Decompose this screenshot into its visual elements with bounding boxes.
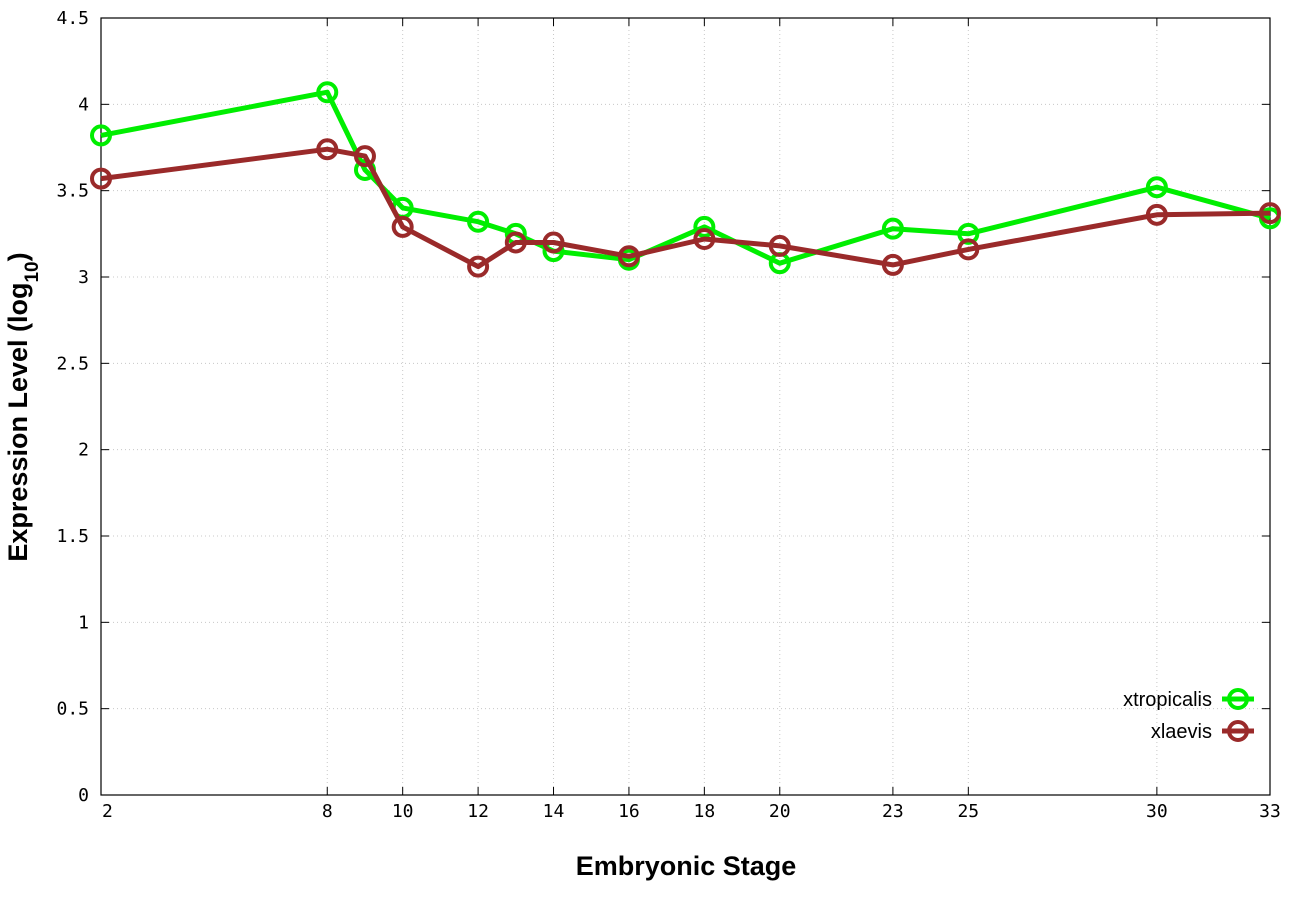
data-point (957, 222, 980, 245)
y-tick-label: 1.5 (56, 526, 89, 547)
data-point (316, 81, 339, 104)
data-point (881, 217, 904, 240)
x-axis-title: Embryonic Stage (576, 851, 797, 881)
y-axis-ticks: 0 0.5 1 1.5 2 2.5 3 3.5 4 4.5 (56, 8, 1270, 806)
x-tick-label: 30 (1146, 801, 1168, 822)
legend: xtropicalis xlaevis (1123, 688, 1254, 743)
x-tick-label: 2 (102, 801, 113, 822)
y-tick-label: 2 (78, 440, 89, 461)
data-point (1145, 203, 1168, 226)
data-point (316, 138, 339, 161)
x-tick-label: 23 (882, 801, 904, 822)
series-line (100, 89, 1271, 266)
x-tick-label: 10 (392, 801, 414, 822)
x-tick-label: 14 (543, 801, 565, 822)
data-point (1145, 176, 1168, 199)
data-point (467, 255, 490, 278)
y-axis-title-subscript: 10 (22, 261, 43, 282)
y-tick-label: 1 (78, 612, 89, 633)
series (90, 81, 1281, 278)
y-axis-title-main: Expression Level (log (3, 283, 33, 562)
y-tick-label: 4 (78, 94, 89, 115)
y-tick-label: 3.5 (56, 181, 89, 202)
x-tick-label: 33 (1259, 801, 1281, 822)
y-tick-label: 2.5 (56, 353, 89, 374)
y-tick-label: 4.5 (56, 8, 89, 29)
data-point (90, 167, 112, 190)
data-point (617, 245, 640, 268)
x-tick-label: 8 (322, 801, 333, 822)
x-tick-label: 25 (957, 801, 979, 822)
plot-border (100, 17, 1271, 796)
data-point (90, 124, 112, 147)
data-point (693, 228, 716, 251)
legend-swatch-marker (1227, 688, 1249, 710)
data-point (693, 215, 716, 238)
data-point (504, 231, 527, 254)
y-tick-label: 0.5 (56, 699, 89, 720)
legend-label: xlaevis (1151, 721, 1212, 743)
data-point (467, 210, 490, 233)
y-tick-label: 3 (78, 267, 89, 288)
x-tick-label: 20 (769, 801, 791, 822)
x-tick-label: 12 (467, 801, 489, 822)
data-point (353, 145, 376, 168)
series-line (100, 146, 1271, 270)
legend-swatch-marker (1227, 720, 1249, 742)
data-point (391, 215, 414, 238)
legend-label: xtropicalis (1123, 689, 1212, 711)
data-point (768, 234, 791, 257)
data-point (1259, 202, 1281, 225)
x-tick-label: 18 (694, 801, 716, 822)
y-axis-title-close: ) (3, 252, 33, 261)
data-point (542, 231, 565, 254)
y-tick-label: 0 (78, 785, 89, 806)
series-xlaevis (90, 138, 1281, 278)
grid (101, 18, 1270, 795)
x-axis-ticks: 2 8 10 12 14 16 18 20 23 25 30 33 (100, 18, 1281, 822)
y-axis-title: Expression Level (log10) (3, 252, 43, 561)
data-point (881, 253, 904, 276)
x-tick-label: 16 (618, 801, 640, 822)
data-point (957, 238, 980, 261)
